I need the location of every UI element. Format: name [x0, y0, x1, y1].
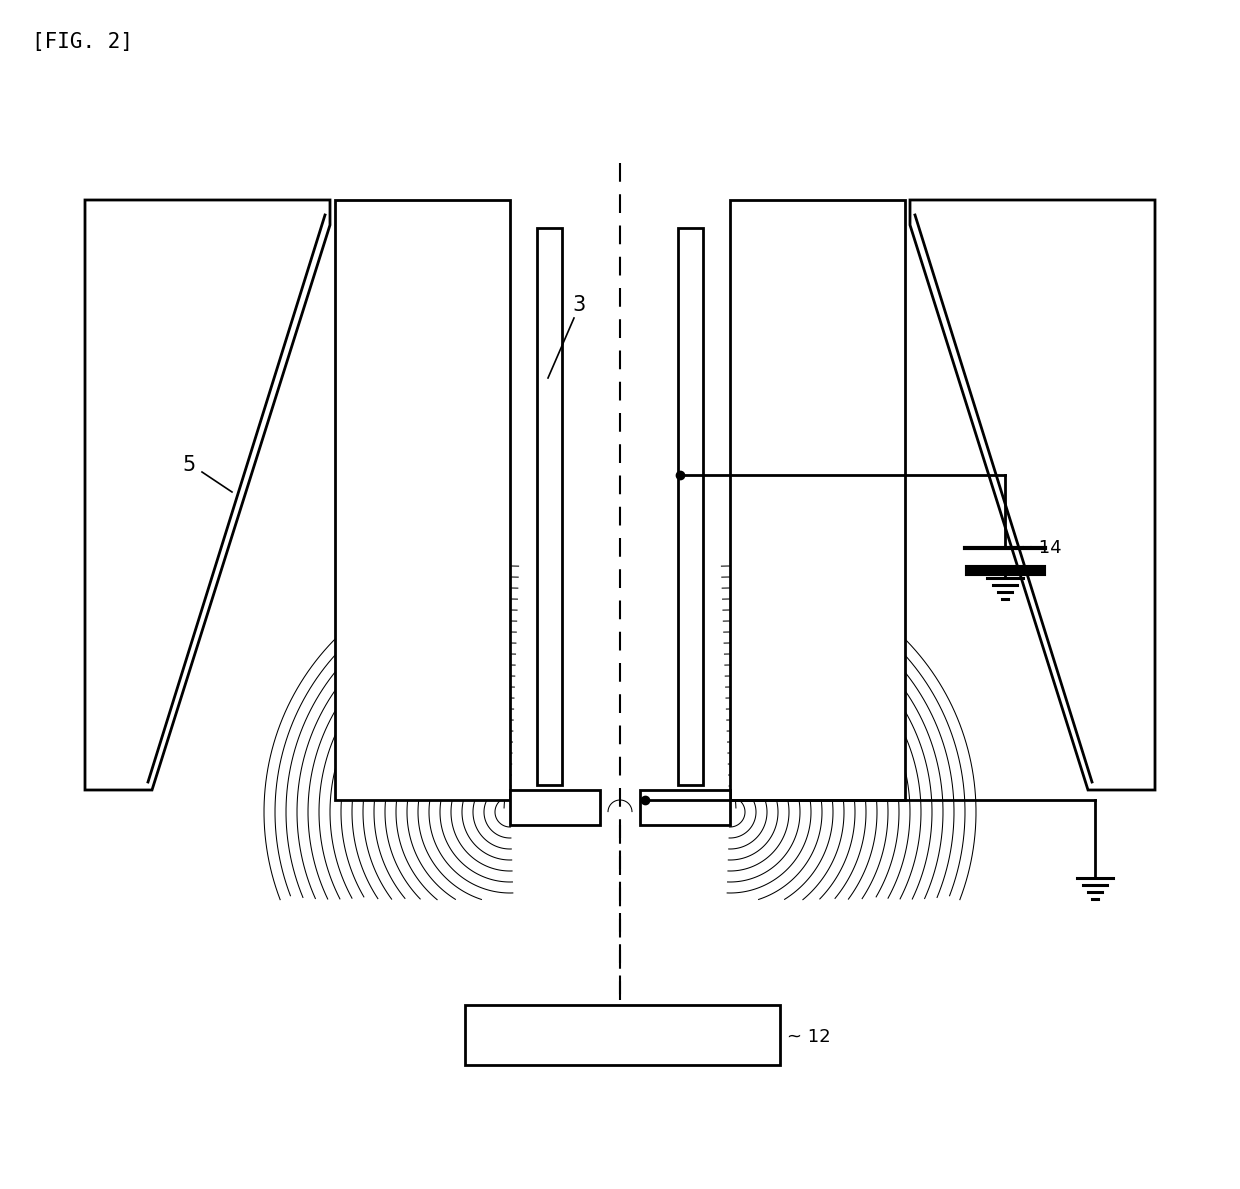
Polygon shape: [510, 789, 600, 825]
Text: [FIG. 2]: [FIG. 2]: [32, 32, 133, 52]
Text: ~ 12: ~ 12: [787, 1028, 831, 1046]
Polygon shape: [537, 228, 562, 785]
Polygon shape: [910, 200, 1154, 789]
Polygon shape: [678, 228, 703, 785]
Polygon shape: [640, 789, 730, 825]
Text: 3: 3: [572, 295, 585, 315]
Text: 5: 5: [182, 455, 195, 474]
Polygon shape: [465, 1005, 780, 1065]
Polygon shape: [335, 200, 510, 800]
Polygon shape: [730, 200, 905, 800]
Text: ~ 14: ~ 14: [1018, 539, 1061, 556]
Polygon shape: [86, 200, 330, 789]
